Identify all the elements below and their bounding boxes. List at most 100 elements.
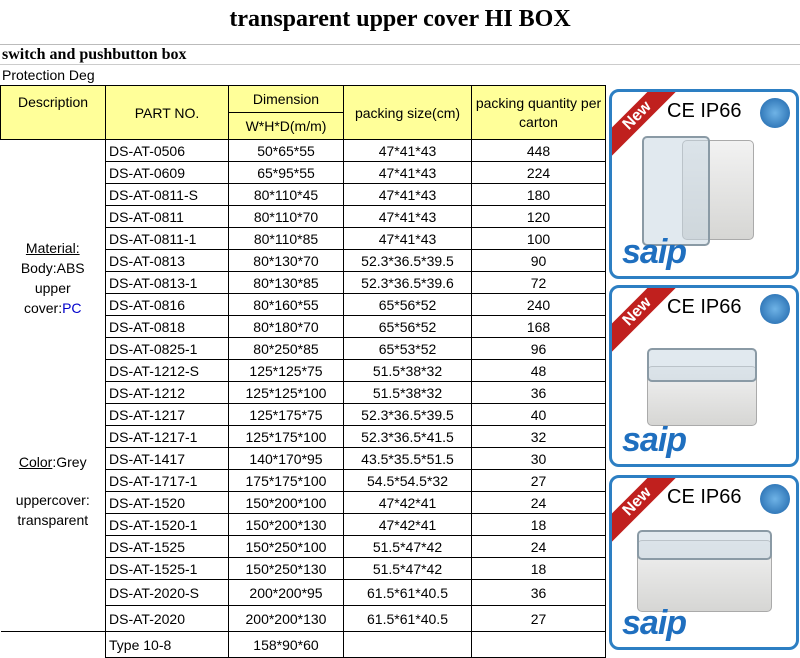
table-row: DS-AT-0811 80*110*70 47*41*43 120 [1,205,606,228]
part-no-cell: DS-AT-1525 [105,535,229,558]
packing-qty-cell: 448 [471,139,606,162]
table-row: DS-AT-1212-S 125*125*75 51.5*38*32 48 [1,359,606,382]
table-row: DS-AT-0813 80*130*70 52.3*36.5*39.5 90 [1,249,606,272]
upper-label: upper [34,280,71,296]
part-no-cell: Type 10-8 [105,631,229,658]
packing-size-cell: 61.5*61*40.5 [343,605,472,632]
part-no-cell: DS-AT-1520-1 [105,513,229,536]
part-no-cell: DS-AT-1525-1 [105,557,229,580]
packing-qty-cell: 18 [471,513,606,536]
packing-size-cell: 51.5*38*32 [343,381,472,404]
packing-size-cell: 47*41*43 [343,205,472,228]
dimension-cell: 80*110*85 [228,227,344,250]
color-label: Color [18,454,53,470]
header-dimension: Dimension [228,85,344,113]
part-no-cell: DS-AT-1217 [105,403,229,426]
transparent-cover [642,136,710,246]
uppercover-label: uppercover: [15,492,90,508]
table-row: Type 10-8 158*90*60 [0,631,606,658]
transparent-cover [637,530,772,560]
packing-qty-cell: 36 [471,381,606,404]
dimension-cell: 158*90*60 [228,631,344,658]
table-row: DS-AT-0813-1 80*130*85 52.3*36.5*39.6 72 [1,271,606,294]
part-no-cell: DS-AT-0813 [105,249,229,272]
packing-qty-cell [471,631,606,658]
protection-label: Protection Deg [2,67,95,83]
packing-size-cell: 51.5*47*42 [343,557,472,580]
part-no-cell: DS-AT-1520 [105,491,229,514]
table-row: DS-AT-1217 125*175*75 52.3*36.5*39.5 40 [1,403,606,426]
packing-qty-cell: 30 [471,447,606,470]
part-no-cell: DS-AT-0825-1 [105,337,229,360]
packing-qty-cell: 96 [471,337,606,360]
table-row: DS-AT-1525-1 150*250*130 51.5*47*42 18 [1,557,606,580]
page-title: transparent upper cover HI BOX [229,6,571,32]
dimension-cell: 80*110*70 [228,205,344,228]
product-table: Description PART NO. Dimension packing s… [0,85,606,658]
packing-qty-cell: 240 [471,293,606,316]
packing-size-cell: 51.5*47*42 [343,535,472,558]
packing-qty-cell: 24 [471,535,606,558]
part-no-cell: DS-AT-0506 [105,139,229,162]
table-row: DS-AT-1417 140*170*95 43.5*35.5*51.5 30 [1,447,606,470]
part-no-cell: DS-AT-0811-1 [105,227,229,250]
dimension-cell: 150*250*130 [228,557,344,580]
dimension-cell: 175*175*100 [228,469,344,492]
saip-logo: saip [622,604,687,642]
part-no-cell: DS-AT-1417 [105,447,229,470]
part-no-cell: DS-AT-0816 [105,293,229,316]
packing-qty-cell: 180 [471,183,606,206]
header-dimension-unit: W*H*D(m/m) [228,112,344,140]
packing-size-cell: 52.3*36.5*39.5 [343,249,472,272]
cover-value: PC [62,300,82,316]
material-label: Material: [25,240,80,256]
dimension-cell: 125*175*100 [228,425,344,448]
packing-size-cell: 51.5*38*32 [343,359,472,382]
table-row: DS-AT-0825-1 80*250*85 65*53*52 96 [1,337,606,360]
packing-size-cell: 52.3*36.5*41.5 [343,425,472,448]
part-no-cell: DS-AT-0813-1 [105,271,229,294]
dimension-cell: 65*95*55 [228,161,344,184]
part-no-cell: DS-AT-0818 [105,315,229,338]
packing-size-cell: 65*53*52 [343,337,472,360]
part-no-cell: DS-AT-0609 [105,161,229,184]
dimension-cell: 200*200*95 [228,579,344,606]
packing-size-cell [343,631,472,658]
dimension-cell: 80*130*85 [228,271,344,294]
quality-seal-icon [760,294,790,324]
packing-size-cell: 52.3*36.5*39.5 [343,403,472,426]
packing-qty-cell: 32 [471,425,606,448]
packing-size-cell: 47*41*43 [343,161,472,184]
header-packing-size: packing size(cm) [343,85,472,140]
packing-qty-cell: 90 [471,249,606,272]
packing-qty-cell: 27 [471,605,606,632]
table-row: DS-AT-1717-1 175*175*100 54.5*54.5*32 27 [1,469,606,492]
packing-qty-cell: 224 [471,161,606,184]
dimension-cell: 150*250*100 [228,535,344,558]
packing-size-cell: 65*56*52 [343,293,472,316]
part-no-cell: DS-AT-2020-S [105,579,229,606]
packing-qty-cell: 100 [471,227,606,250]
empty-cell [0,631,106,658]
product-image: New CE IP66 saip [609,89,799,279]
dimension-cell: 80*160*55 [228,293,344,316]
dimension-cell: 200*200*130 [228,605,344,632]
packing-qty-cell: 40 [471,403,606,426]
packing-qty-cell: 24 [471,491,606,514]
dimension-cell: 140*170*95 [228,447,344,470]
color-value: :Grey [52,454,87,470]
quality-seal-icon [760,98,790,128]
packing-size-cell: 65*56*52 [343,315,472,338]
header-packing-qty: packing quantity per carton [471,85,606,140]
part-no-cell: DS-AT-1212-S [105,359,229,382]
packing-size-cell: 47*42*41 [343,513,472,536]
packing-size-cell: 43.5*35.5*51.5 [343,447,472,470]
packing-qty-cell: 48 [471,359,606,382]
header-part-no: PART NO. [105,85,229,140]
transparent-cover [647,348,757,382]
part-no-cell: DS-AT-1217-1 [105,425,229,448]
packing-qty-cell: 18 [471,557,606,580]
part-no-cell: DS-AT-0811 [105,205,229,228]
dimension-cell: 80*130*70 [228,249,344,272]
dimension-cell: 80*250*85 [228,337,344,360]
